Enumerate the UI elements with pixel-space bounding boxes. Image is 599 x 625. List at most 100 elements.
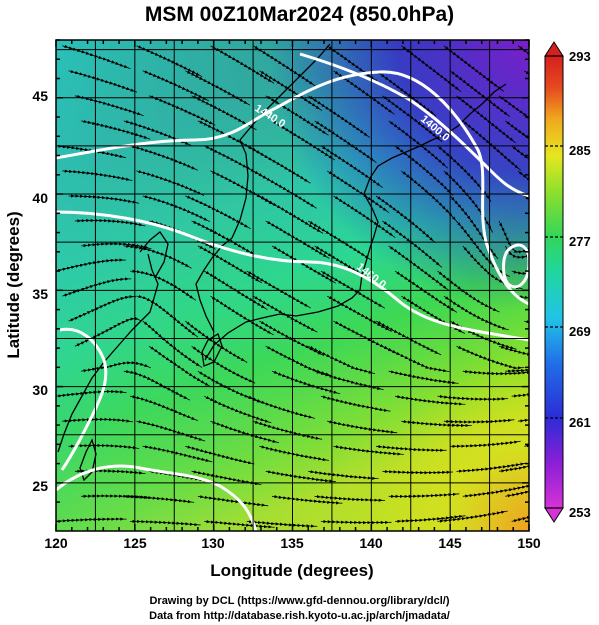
streamline — [437, 270, 500, 313]
colorbar-tick-label: 253 — [569, 505, 591, 520]
streamline — [505, 367, 529, 373]
x-axis-label: Longitude (degrees) — [210, 561, 373, 580]
streamline — [136, 45, 203, 78]
streamline — [185, 195, 251, 230]
streamline — [252, 45, 316, 87]
streamline — [130, 519, 201, 527]
streamline — [437, 510, 508, 523]
colorbar-ticks — [545, 55, 563, 509]
kyushu-coast — [201, 333, 223, 367]
streamline — [123, 244, 192, 269]
streamline — [68, 295, 137, 322]
contour-line-1400 — [299, 52, 529, 198]
streamline — [308, 470, 379, 480]
streamline — [524, 195, 529, 204]
streamline — [68, 443, 140, 450]
streamline — [401, 419, 472, 428]
streamline — [265, 470, 336, 483]
height-contours — [56, 52, 529, 531]
streamline — [271, 370, 341, 395]
streamline — [74, 94, 144, 117]
streamline — [437, 394, 509, 401]
streamline — [129, 145, 198, 171]
x-tick-label: 135 — [280, 535, 304, 551]
drawing-credit: Drawing by DCL (https://www.gfd-dennou.o… — [149, 595, 450, 607]
streamline — [62, 169, 133, 181]
streamline — [333, 445, 404, 456]
streamline — [388, 370, 459, 385]
y-tick-label: 25 — [32, 478, 48, 494]
x-tick-label: 140 — [359, 535, 383, 551]
data-credit: Data from http://database.rish.kyoto-u.a… — [149, 610, 450, 622]
colorbar-tick-label: 293 — [569, 49, 591, 64]
colorbar-min-triangle — [544, 507, 564, 523]
streamline — [443, 45, 505, 92]
streamline — [524, 70, 529, 83]
credits-footer: Drawing by DCL (https://www.gfd-dennou.o… — [0, 594, 599, 624]
streamline — [259, 445, 330, 462]
streamline — [511, 392, 529, 398]
y-axis-label: Latitude (degrees) — [4, 211, 23, 358]
streamline — [517, 170, 529, 186]
streamline — [130, 395, 198, 421]
streamline — [376, 445, 447, 452]
streamline — [130, 269, 197, 301]
streamline — [62, 417, 133, 423]
japan-coast — [204, 83, 507, 361]
streamline — [68, 69, 138, 93]
colorbar-max-triangle — [544, 41, 564, 57]
x-tick-label: 145 — [438, 535, 462, 551]
streamline — [210, 420, 279, 444]
streamline — [56, 517, 127, 523]
streamline — [388, 492, 460, 499]
streamline — [185, 445, 255, 465]
y-tick-label: 40 — [32, 190, 48, 206]
colorbar-tick-label: 285 — [569, 143, 591, 158]
streamline — [246, 520, 318, 528]
streamline — [505, 487, 529, 498]
streamline — [517, 295, 529, 301]
colorbar: 253 261 269 277 285 293 — [544, 41, 591, 523]
streamline — [81, 361, 151, 373]
tick-marks — [55, 39, 530, 531]
streamline — [327, 420, 398, 434]
contour-line-1420 — [502, 243, 529, 289]
contour-line-1480 — [59, 327, 108, 471]
x-tick-label: 150 — [517, 535, 541, 551]
figure-title: MSM 00Z10Mar2024 (850.0hPa) — [144, 3, 455, 26]
streamline — [136, 294, 199, 338]
x-tick-label: 130 — [201, 535, 225, 551]
y-tick-labels: 25 30 35 40 45 — [32, 88, 48, 494]
streamline — [271, 495, 343, 505]
contour-line-1460 — [56, 210, 529, 342]
streamline — [197, 495, 269, 507]
colorbar-tick-label: 261 — [569, 415, 591, 430]
contour-line-1440 — [56, 70, 529, 306]
asia-coast — [231, 43, 331, 239]
streamline — [56, 258, 126, 273]
streamline — [375, 70, 437, 117]
streamline — [185, 70, 251, 106]
streamline — [498, 220, 529, 254]
streamline — [136, 170, 205, 196]
streamline — [74, 218, 146, 227]
colorbar-scale — [544, 55, 564, 509]
colorbar-tick-label: 269 — [569, 324, 591, 339]
y-tick-label: 45 — [32, 88, 48, 104]
streamline — [450, 440, 521, 448]
streamline — [123, 494, 195, 504]
x-tick-label: 125 — [123, 535, 147, 551]
streamline — [314, 495, 386, 502]
x-tick-labels: 120 125 130 135 140 145 150 — [44, 535, 541, 551]
streamline — [524, 442, 529, 448]
streamline — [136, 420, 206, 442]
streamline — [382, 469, 454, 475]
y-tick-label: 30 — [32, 382, 48, 398]
streamline — [443, 418, 515, 424]
x-tick-label: 120 — [44, 535, 68, 551]
streamline — [68, 194, 139, 204]
streamline — [462, 484, 529, 498]
streamline — [517, 416, 529, 423]
streamline — [462, 369, 529, 376]
